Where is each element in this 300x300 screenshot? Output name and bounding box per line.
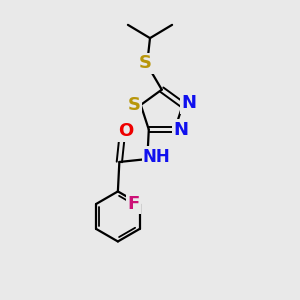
Text: S: S: [139, 54, 152, 72]
Text: N: N: [174, 121, 189, 139]
Text: O: O: [118, 122, 134, 140]
Text: F: F: [127, 195, 139, 213]
Text: NH: NH: [143, 148, 171, 166]
Text: N: N: [182, 94, 197, 112]
Text: S: S: [128, 96, 141, 114]
